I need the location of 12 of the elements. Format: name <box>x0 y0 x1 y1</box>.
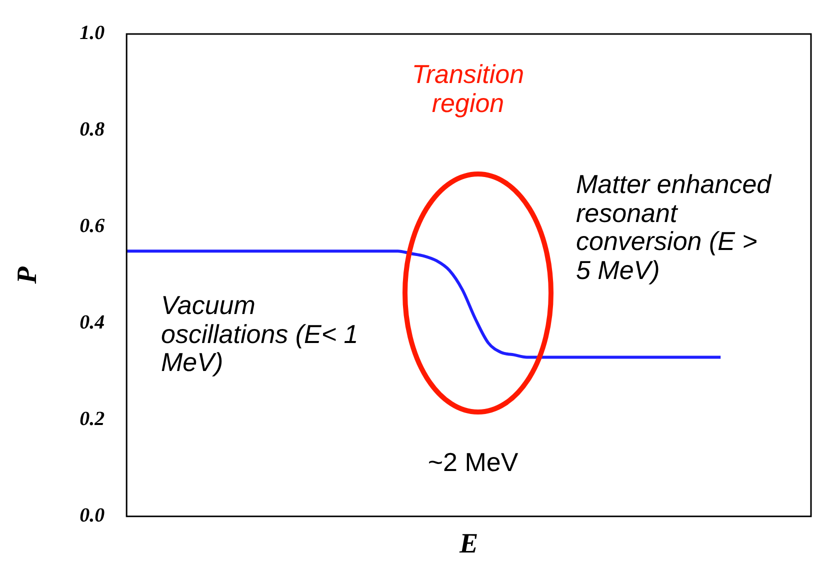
y-tick-label: 1.0 <box>80 22 105 44</box>
x-axis-title: E <box>458 528 478 560</box>
annotation: ~2 MeV <box>426 447 520 477</box>
y-tick-label: 0.4 <box>80 312 105 334</box>
y-tick-label: 0.0 <box>80 504 105 527</box>
annotation: Vacuum oscillations (E< 1 MeV) <box>161 290 360 378</box>
y-tick-label: 0.2 <box>80 408 105 430</box>
annotation: Transition region <box>410 59 526 118</box>
y-tick-label: 0.8 <box>80 118 105 141</box>
y-axis-title: P <box>12 266 44 285</box>
annotation: Matter enhanced resonant conversion (E > 5 MeV) <box>576 169 773 285</box>
y-tick-label: 0.6 <box>80 215 105 238</box>
